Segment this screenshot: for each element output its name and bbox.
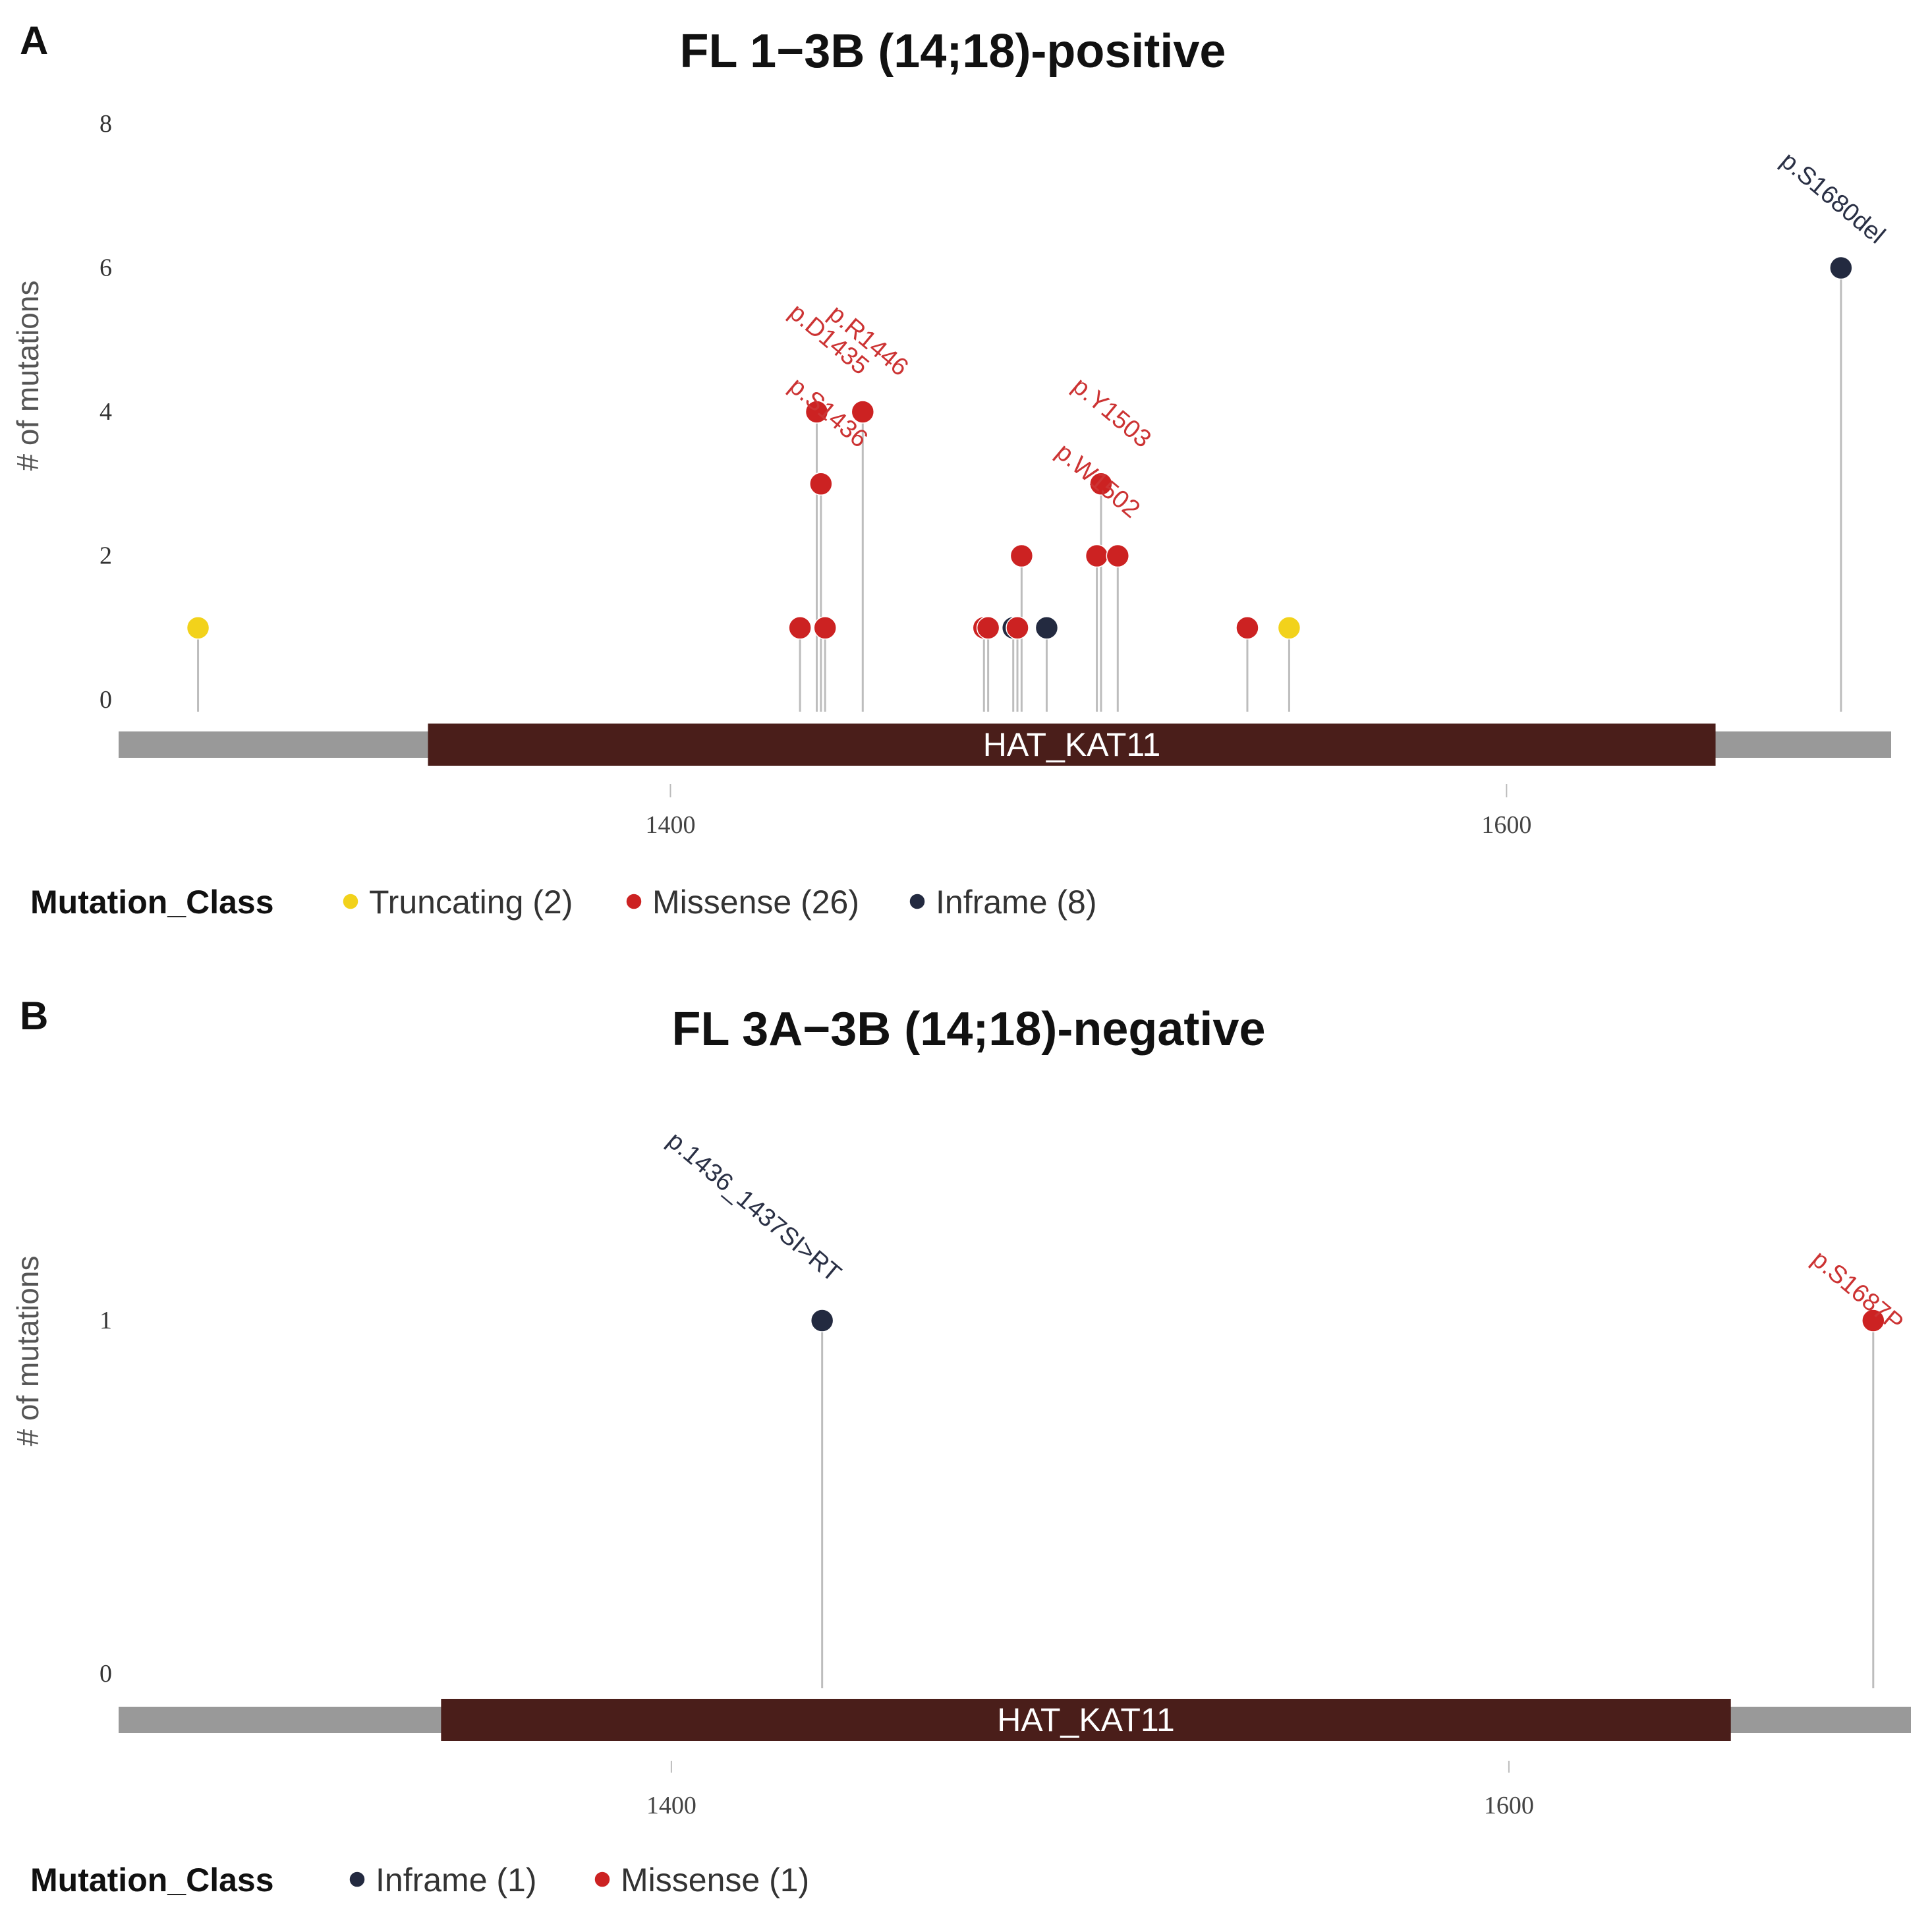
legend-title: Mutation_Class xyxy=(30,884,274,921)
mutation-point-truncating xyxy=(1277,616,1301,640)
x-tick-label: 1400 xyxy=(646,1792,696,1819)
domain-label: HAT_KAT11 xyxy=(983,726,1161,763)
mutation-label: p.Y1503 xyxy=(1067,372,1156,453)
legend-item-label: Inframe (8) xyxy=(936,884,1097,921)
legend-marker-missense xyxy=(594,1871,611,1888)
mutation-point-missense xyxy=(1089,472,1113,496)
mutation-point-missense xyxy=(976,616,1000,640)
x-tick-label: 1600 xyxy=(1481,811,1531,839)
y-tick-label: 4 xyxy=(99,398,112,426)
mutation-point-missense xyxy=(813,616,837,640)
mutation-point-missense xyxy=(805,400,829,424)
y-tick-label: 0 xyxy=(99,1660,112,1688)
mutation-point-missense xyxy=(1006,616,1029,640)
mutation-label: p.W1502 xyxy=(1050,438,1145,524)
legend-marker-inframe xyxy=(349,1871,366,1888)
legend-item-label: Inframe (1) xyxy=(376,1862,537,1898)
panel-b: B FL 3A−3B (14;18)-negative # of mutations… xyxy=(11,994,1911,1898)
mutation-point-missense xyxy=(788,616,812,640)
domain-label: HAT_KAT11 xyxy=(997,1701,1175,1738)
y-tick-label: 8 xyxy=(99,110,112,138)
legend-item-label: Missense (1) xyxy=(621,1862,809,1898)
legend-title: Mutation_Class xyxy=(30,1862,274,1898)
legend-marker-inframe xyxy=(909,893,926,910)
mutation-point-missense xyxy=(1861,1309,1885,1332)
mutation-point-inframe xyxy=(810,1309,834,1332)
x-tick-label: 1600 xyxy=(1484,1792,1534,1819)
mutation-point-missense xyxy=(1106,544,1130,568)
legend-marker-missense xyxy=(625,893,642,910)
y-tick-label: 1 xyxy=(99,1307,112,1334)
y-tick-label: 2 xyxy=(99,542,112,570)
domain-hat-kat11 xyxy=(441,1699,1731,1741)
mutation-point-truncating xyxy=(186,616,210,640)
legend-marker-truncating xyxy=(342,893,359,910)
mutation-point-missense xyxy=(1009,544,1034,568)
mutation-point-missense xyxy=(809,472,833,496)
y-tick-label: 6 xyxy=(99,254,112,282)
y-axis-title: # of mutations xyxy=(11,281,45,471)
mutation-label: p.S1680del xyxy=(1775,147,1890,250)
mutation-label: p.1436_1437SI>RT xyxy=(662,1127,846,1288)
mutation-point-inframe xyxy=(1035,616,1059,640)
chart-title: FL 3A−3B (14;18)-negative xyxy=(672,1003,1266,1056)
mutation-point-inframe xyxy=(1829,256,1853,280)
panel-a: A FL 1−3B (14;18)-positive # of mutations 0… xyxy=(11,18,1891,921)
y-tick-label: 0 xyxy=(99,686,112,714)
domain-hat-kat11 xyxy=(428,724,1716,766)
x-tick-label: 1400 xyxy=(645,811,695,839)
chart-title: FL 1−3B (14;18)-positive xyxy=(680,25,1226,78)
mutation-label: p.S1687P xyxy=(1806,1245,1908,1337)
mutation-point-missense xyxy=(851,400,875,424)
panel-label: B xyxy=(20,994,48,1038)
panel-label: A xyxy=(20,18,48,63)
legend-item-label: Missense (26) xyxy=(652,884,859,921)
mutation-point-missense xyxy=(1236,616,1259,640)
y-axis-title: # of mutations xyxy=(11,1256,45,1446)
mutation-point-missense xyxy=(1085,544,1109,568)
legend-item-label: Truncating (2) xyxy=(369,884,573,921)
